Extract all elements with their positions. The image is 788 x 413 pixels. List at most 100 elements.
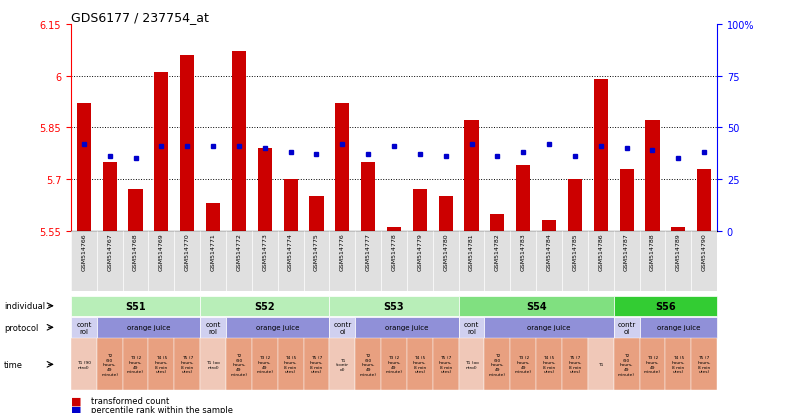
- Text: GSM514787: GSM514787: [624, 233, 629, 270]
- Bar: [97, 231, 123, 291]
- Bar: [174, 231, 200, 291]
- Bar: [329, 231, 355, 291]
- Text: contr
ol: contr ol: [618, 321, 636, 334]
- Bar: [232, 52, 246, 231]
- Bar: [433, 231, 459, 291]
- Text: GSM514790: GSM514790: [701, 233, 707, 270]
- Bar: [148, 231, 174, 291]
- Bar: [439, 197, 453, 231]
- Bar: [381, 231, 407, 291]
- Text: GSM514783: GSM514783: [521, 233, 526, 270]
- Text: T3 (2
hours,
49
minute): T3 (2 hours, 49 minute): [127, 356, 144, 373]
- Bar: [206, 204, 220, 231]
- Bar: [226, 231, 252, 291]
- Text: orange juice: orange juice: [656, 325, 700, 330]
- Text: cont
rol: cont rol: [464, 321, 479, 334]
- Text: S53: S53: [384, 301, 404, 311]
- Bar: [123, 231, 148, 291]
- Text: orange juice: orange juice: [256, 325, 299, 330]
- Bar: [619, 169, 634, 231]
- Bar: [252, 231, 277, 291]
- Text: GSM514784: GSM514784: [547, 233, 552, 270]
- Bar: [258, 149, 272, 231]
- Bar: [536, 231, 562, 291]
- Bar: [180, 56, 195, 231]
- Text: time: time: [4, 360, 23, 369]
- Bar: [562, 231, 588, 291]
- Text: T2
(90
hours,
49
minute): T2 (90 hours, 49 minute): [230, 353, 247, 376]
- Text: GSM514771: GSM514771: [210, 233, 216, 270]
- Text: GSM514785: GSM514785: [572, 233, 578, 270]
- Text: individual: individual: [4, 301, 45, 311]
- Bar: [697, 169, 712, 231]
- Bar: [387, 228, 401, 231]
- Text: T1 (oo
ntrol): T1 (oo ntrol): [206, 360, 220, 369]
- Text: GSM514768: GSM514768: [133, 233, 138, 270]
- Bar: [645, 121, 660, 231]
- Bar: [335, 104, 349, 231]
- Text: ■: ■: [71, 396, 81, 406]
- Text: T5 (7
hours,
8 min
utes): T5 (7 hours, 8 min utes): [568, 356, 582, 373]
- Bar: [355, 231, 381, 291]
- Text: T4 (5
hours,
8 min
utes): T4 (5 hours, 8 min utes): [542, 356, 556, 373]
- Text: T1
(contr
ol): T1 (contr ol): [336, 358, 349, 371]
- Text: GSM514786: GSM514786: [598, 233, 604, 270]
- Text: orange juice: orange juice: [127, 325, 170, 330]
- Bar: [691, 231, 717, 291]
- Text: GDS6177 / 237754_at: GDS6177 / 237754_at: [71, 11, 209, 24]
- Text: GSM514767: GSM514767: [107, 233, 112, 270]
- Text: percentile rank within the sample: percentile rank within the sample: [91, 405, 232, 413]
- Text: T5 (7
hours,
8 min
utes): T5 (7 hours, 8 min utes): [439, 356, 452, 373]
- Text: contr
ol: contr ol: [333, 321, 351, 334]
- Text: T3 (2
hours,
49
minute): T3 (2 hours, 49 minute): [256, 356, 273, 373]
- Text: orange juice: orange juice: [385, 325, 429, 330]
- Text: S56: S56: [655, 301, 675, 311]
- Text: transformed count: transformed count: [91, 396, 169, 405]
- Text: GSM514779: GSM514779: [418, 233, 422, 270]
- Bar: [102, 162, 117, 231]
- Text: T5 (7
hours,
8 min
utes): T5 (7 hours, 8 min utes): [180, 356, 194, 373]
- Bar: [284, 180, 298, 231]
- Bar: [665, 231, 691, 291]
- Text: GSM514777: GSM514777: [366, 233, 370, 270]
- Text: GSM514782: GSM514782: [495, 233, 500, 270]
- Bar: [593, 80, 608, 231]
- Text: S54: S54: [526, 301, 546, 311]
- Bar: [614, 231, 640, 291]
- Text: T2
(90
hours,
49
minute): T2 (90 hours, 49 minute): [101, 353, 118, 376]
- Text: GSM514772: GSM514772: [236, 233, 241, 270]
- Text: T5 (7
hours,
8 min
utes): T5 (7 hours, 8 min utes): [310, 356, 323, 373]
- Text: T1 (90
ntrol): T1 (90 ntrol): [77, 360, 91, 369]
- Text: protocol: protocol: [4, 323, 39, 332]
- Text: T4 (5
hours,
8 min
utes): T4 (5 hours, 8 min utes): [284, 356, 297, 373]
- Bar: [413, 190, 427, 231]
- Text: GSM514788: GSM514788: [650, 233, 655, 270]
- Text: T2
(90
hours,
49
minute): T2 (90 hours, 49 minute): [618, 353, 635, 376]
- Text: GSM514773: GSM514773: [262, 233, 267, 270]
- Text: T5 (7
hours,
8 min
utes): T5 (7 hours, 8 min utes): [697, 356, 711, 373]
- Text: GSM514778: GSM514778: [392, 233, 396, 270]
- Text: GSM514766: GSM514766: [81, 233, 87, 270]
- Text: orange juice: orange juice: [527, 325, 571, 330]
- Bar: [361, 162, 375, 231]
- Text: GSM514789: GSM514789: [676, 233, 681, 270]
- Bar: [407, 231, 433, 291]
- Text: T1: T1: [598, 363, 604, 366]
- Bar: [568, 180, 582, 231]
- Text: cont
rol: cont rol: [76, 321, 91, 334]
- Text: T2
(90
hours,
49
minute): T2 (90 hours, 49 minute): [489, 353, 506, 376]
- Text: T4 (5
hours,
8 min
utes): T4 (5 hours, 8 min utes): [413, 356, 426, 373]
- Text: cont
rol: cont rol: [206, 321, 221, 334]
- Bar: [671, 228, 686, 231]
- Bar: [71, 231, 97, 291]
- Text: GSM514776: GSM514776: [340, 233, 345, 270]
- Bar: [490, 214, 504, 231]
- Text: T4 (5
hours,
8 min
utes): T4 (5 hours, 8 min utes): [154, 356, 168, 373]
- Bar: [310, 197, 324, 231]
- Bar: [154, 73, 169, 231]
- Text: T2
(90
hours,
49
minute): T2 (90 hours, 49 minute): [359, 353, 377, 376]
- Text: T4 (5
hours,
8 min
utes): T4 (5 hours, 8 min utes): [671, 356, 685, 373]
- Text: GSM514780: GSM514780: [443, 233, 448, 270]
- Bar: [277, 231, 303, 291]
- Text: GSM514775: GSM514775: [314, 233, 319, 270]
